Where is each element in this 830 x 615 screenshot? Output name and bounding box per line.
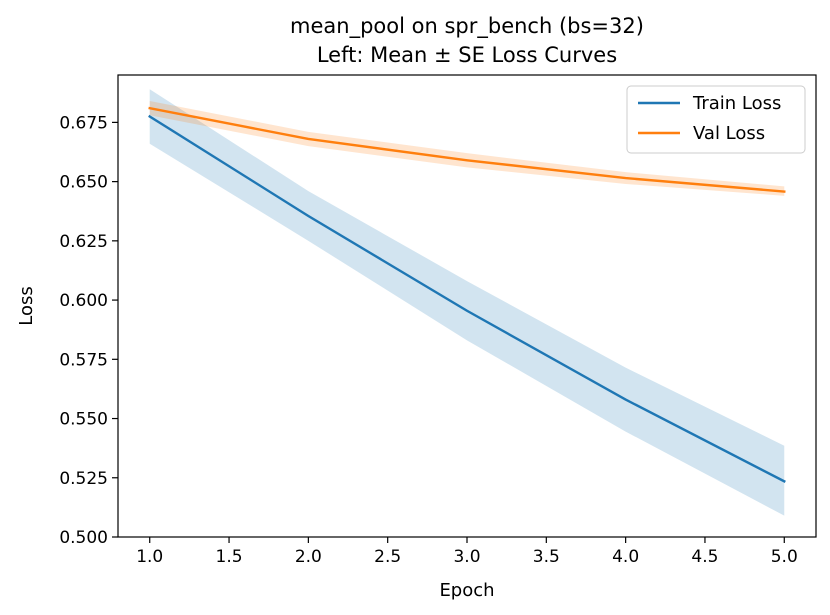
x-tick-label: 3.5 — [533, 547, 560, 567]
y-tick-label: 0.525 — [59, 469, 108, 489]
val-loss-line — [148, 106, 786, 193]
x-tick-label: 2.0 — [295, 547, 322, 567]
legend-label-train-loss: Train Loss — [692, 93, 781, 114]
y-tick-label: 0.625 — [59, 232, 108, 252]
x-tick-label: 3.0 — [453, 547, 480, 567]
y-axis-label: Loss — [16, 286, 37, 325]
train-loss-line — [148, 114, 786, 483]
y-tick-label: 0.600 — [59, 291, 108, 311]
x-axis-ticks: 1.0 1.5 2.0 2.5 3.0 3.5 4.0 4.5 5.0 — [136, 537, 798, 567]
x-tick-label: 2.5 — [374, 547, 401, 567]
se-bands — [149, 89, 785, 516]
y-tick-label: 0.575 — [59, 350, 108, 370]
x-tick-label: 1.0 — [136, 547, 163, 567]
series-lines — [148, 106, 786, 483]
chart-title: mean_pool on spr_bench (bs=32) — [290, 14, 644, 39]
chart-subtitle: Left: Mean ± SE Loss Curves — [317, 43, 617, 67]
x-tick-label: 1.5 — [216, 547, 243, 567]
x-tick-label: 4.5 — [691, 547, 718, 567]
legend-label-val-loss: Val Loss — [693, 123, 765, 144]
x-axis-label: Epoch — [439, 580, 494, 601]
y-tick-label: 0.500 — [59, 528, 108, 548]
val-loss-se-band — [149, 101, 785, 196]
legend: Train Loss Val Loss — [626, 85, 806, 154]
x-tick-label: 5.0 — [771, 547, 798, 567]
train-loss-se-band — [149, 89, 785, 516]
y-tick-label: 0.650 — [59, 173, 108, 193]
x-tick-label: 4.0 — [612, 547, 639, 567]
y-tick-label: 0.675 — [59, 113, 108, 133]
y-axis-ticks: 0.500 0.525 0.550 0.575 0.600 0.625 0.650 0.675 — [59, 113, 118, 548]
y-tick-label: 0.550 — [59, 410, 108, 430]
